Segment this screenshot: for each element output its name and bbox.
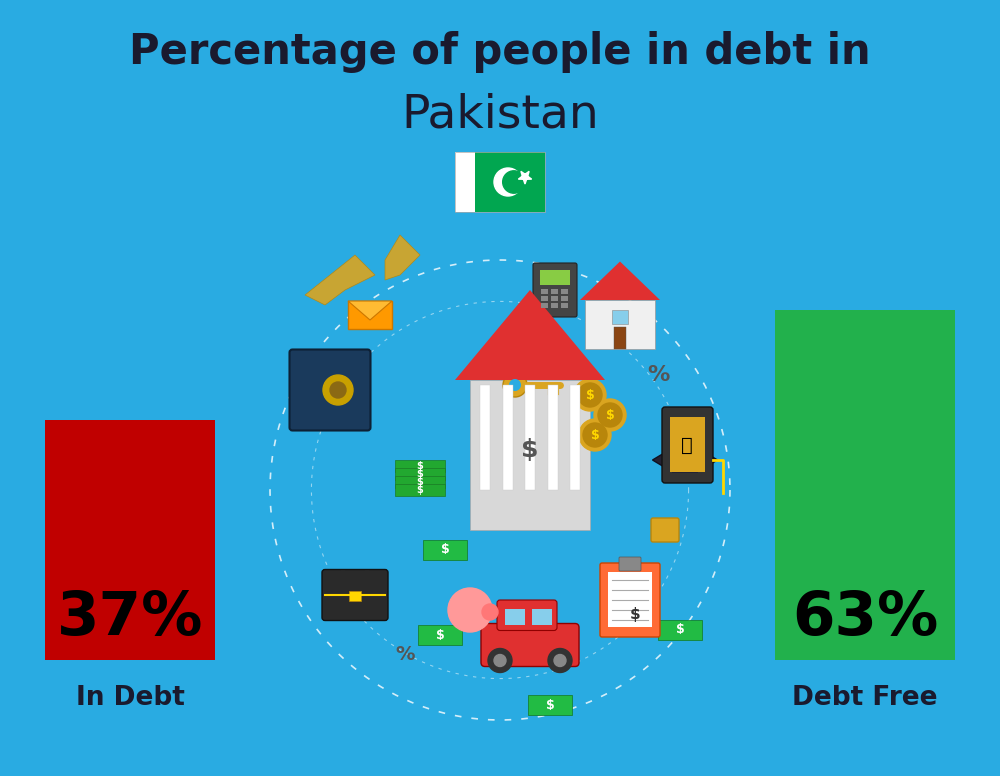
- Bar: [561, 289, 568, 294]
- Text: $: $: [417, 485, 423, 495]
- Bar: [505, 608, 525, 625]
- FancyBboxPatch shape: [423, 540, 467, 560]
- Circle shape: [494, 168, 522, 196]
- Bar: [395, 460, 445, 472]
- Circle shape: [579, 419, 611, 451]
- FancyBboxPatch shape: [533, 263, 577, 317]
- Bar: [551, 303, 558, 308]
- Bar: [612, 310, 628, 324]
- Text: $: $: [417, 461, 423, 471]
- Bar: [548, 385, 558, 490]
- Text: %: %: [647, 365, 669, 385]
- Bar: [570, 385, 580, 490]
- Bar: [475, 152, 545, 212]
- Bar: [395, 476, 445, 488]
- Bar: [775, 310, 955, 660]
- Circle shape: [488, 649, 512, 673]
- Bar: [525, 385, 535, 490]
- Bar: [541, 296, 548, 301]
- Text: $: $: [441, 543, 449, 556]
- Bar: [551, 296, 558, 301]
- Circle shape: [323, 375, 353, 405]
- Bar: [470, 380, 590, 530]
- Bar: [532, 608, 552, 625]
- FancyBboxPatch shape: [651, 518, 679, 542]
- Circle shape: [494, 654, 506, 667]
- FancyBboxPatch shape: [348, 301, 392, 329]
- Polygon shape: [305, 255, 375, 305]
- Text: $: $: [546, 698, 554, 712]
- Text: Pakistan: Pakistan: [401, 92, 599, 137]
- Text: Percentage of people in debt in: Percentage of people in debt in: [129, 31, 871, 73]
- Polygon shape: [580, 262, 660, 300]
- Circle shape: [509, 379, 521, 391]
- Bar: [455, 152, 545, 212]
- Circle shape: [330, 382, 346, 398]
- Bar: [540, 270, 570, 285]
- Text: $: $: [417, 469, 423, 479]
- Text: $: $: [436, 629, 444, 642]
- FancyBboxPatch shape: [600, 563, 660, 637]
- FancyBboxPatch shape: [619, 557, 641, 571]
- Bar: [480, 385, 490, 490]
- Bar: [503, 385, 512, 490]
- Text: %: %: [395, 646, 415, 664]
- Bar: [541, 303, 548, 308]
- Polygon shape: [518, 171, 532, 184]
- Text: Debt Free: Debt Free: [792, 685, 938, 711]
- Circle shape: [503, 171, 525, 193]
- Text: $: $: [630, 608, 640, 622]
- Bar: [551, 289, 558, 294]
- Text: $: $: [586, 389, 594, 401]
- FancyBboxPatch shape: [322, 570, 388, 621]
- Bar: [670, 417, 705, 472]
- FancyBboxPatch shape: [290, 349, 370, 431]
- Bar: [45, 420, 215, 660]
- FancyBboxPatch shape: [528, 695, 572, 715]
- Bar: [541, 289, 548, 294]
- Text: 🏦: 🏦: [681, 435, 693, 455]
- FancyBboxPatch shape: [662, 407, 713, 483]
- Text: $: $: [417, 477, 423, 487]
- FancyBboxPatch shape: [658, 620, 702, 640]
- Text: 63%: 63%: [792, 588, 938, 647]
- Bar: [561, 296, 568, 301]
- Circle shape: [583, 423, 607, 447]
- Text: 37%: 37%: [57, 588, 203, 647]
- Bar: [349, 591, 361, 601]
- Bar: [608, 572, 652, 627]
- Circle shape: [578, 383, 602, 407]
- Circle shape: [598, 403, 622, 427]
- Bar: [395, 484, 445, 496]
- Circle shape: [270, 260, 730, 720]
- Circle shape: [548, 649, 572, 673]
- Bar: [672, 457, 698, 473]
- Circle shape: [594, 399, 626, 431]
- Text: $: $: [591, 428, 599, 442]
- Circle shape: [448, 588, 492, 632]
- FancyBboxPatch shape: [481, 623, 579, 667]
- Bar: [585, 300, 655, 349]
- Text: $: $: [521, 438, 539, 462]
- Bar: [395, 468, 445, 480]
- Circle shape: [554, 654, 566, 667]
- Bar: [561, 303, 568, 308]
- Bar: [455, 152, 475, 212]
- Polygon shape: [652, 441, 718, 480]
- Bar: [614, 327, 626, 349]
- Text: $: $: [606, 408, 614, 421]
- Polygon shape: [455, 290, 605, 380]
- Polygon shape: [348, 301, 392, 320]
- FancyBboxPatch shape: [497, 600, 557, 630]
- Text: $: $: [676, 623, 684, 636]
- Circle shape: [574, 379, 606, 411]
- FancyBboxPatch shape: [418, 625, 462, 645]
- Polygon shape: [385, 235, 420, 280]
- Circle shape: [482, 604, 498, 620]
- Text: In Debt: In Debt: [76, 685, 184, 711]
- Circle shape: [503, 373, 527, 397]
